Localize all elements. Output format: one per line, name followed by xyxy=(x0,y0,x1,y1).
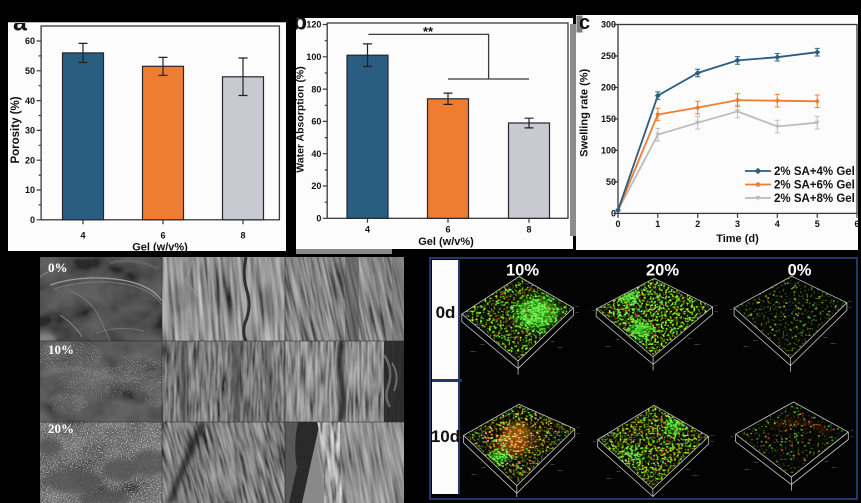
svg-text:2: 2 xyxy=(695,219,700,229)
svg-text:20%: 20% xyxy=(646,262,679,280)
svg-text:8: 8 xyxy=(240,231,245,241)
svg-text:0: 0 xyxy=(611,209,616,219)
svg-text:20: 20 xyxy=(25,155,35,165)
svg-text:200: 200 xyxy=(601,83,616,93)
svg-text:1: 1 xyxy=(655,219,660,229)
svg-text:60: 60 xyxy=(311,117,321,127)
svg-text:c: c xyxy=(579,15,590,34)
svg-text:b: b xyxy=(296,18,307,35)
svg-text:2% SA+6% Gel: 2% SA+6% Gel xyxy=(774,179,855,191)
svg-text:0%: 0% xyxy=(788,262,812,280)
svg-text:Gel (w/v%): Gel (w/v%) xyxy=(132,242,188,252)
svg-text:50: 50 xyxy=(606,177,616,187)
svg-text:4: 4 xyxy=(365,225,370,235)
svg-text:100: 100 xyxy=(306,52,321,62)
svg-text:40: 40 xyxy=(311,149,321,159)
svg-text:100: 100 xyxy=(601,146,616,156)
svg-text:6: 6 xyxy=(445,225,450,235)
svg-text:40: 40 xyxy=(25,96,35,106)
svg-text:120: 120 xyxy=(306,20,321,30)
svg-text:6: 6 xyxy=(160,231,165,241)
svg-text:10%: 10% xyxy=(48,342,74,357)
svg-text:8: 8 xyxy=(526,225,531,235)
svg-text:10: 10 xyxy=(25,185,35,195)
svg-text:0: 0 xyxy=(615,219,620,229)
svg-text:6: 6 xyxy=(854,219,858,229)
svg-text:**: ** xyxy=(423,24,434,39)
svg-text:0: 0 xyxy=(316,214,321,224)
svg-text:150: 150 xyxy=(601,114,616,124)
svg-text:80: 80 xyxy=(311,84,321,94)
svg-text:20%: 20% xyxy=(48,421,74,436)
svg-text:250: 250 xyxy=(601,51,616,61)
svg-text:2% SA+4% Gel: 2% SA+4% Gel xyxy=(774,166,855,178)
svg-text:Time (d): Time (d) xyxy=(716,233,759,245)
svg-text:3: 3 xyxy=(735,219,740,229)
svg-text:Porosity (%): Porosity (%) xyxy=(10,96,22,163)
svg-text:300: 300 xyxy=(601,20,616,30)
svg-text:Gel (w/v%): Gel (w/v%) xyxy=(418,236,474,248)
svg-text:2% SA+8% Gel: 2% SA+8% Gel xyxy=(774,193,855,205)
svg-text:0: 0 xyxy=(30,215,35,225)
svg-text:Water Absorption (%): Water Absorption (%) xyxy=(296,66,307,173)
svg-text:5: 5 xyxy=(815,219,820,229)
svg-text:10%: 10% xyxy=(506,262,539,280)
svg-text:0%: 0% xyxy=(48,260,68,275)
svg-text:4: 4 xyxy=(775,219,780,229)
svg-text:20: 20 xyxy=(311,181,321,191)
svg-text:50: 50 xyxy=(25,66,35,76)
svg-text:a: a xyxy=(13,23,28,37)
svg-text:Swelling rate (%): Swelling rate (%) xyxy=(579,68,591,156)
svg-text:60: 60 xyxy=(25,36,35,46)
svg-text:30: 30 xyxy=(25,126,35,136)
svg-text:4: 4 xyxy=(80,231,85,241)
